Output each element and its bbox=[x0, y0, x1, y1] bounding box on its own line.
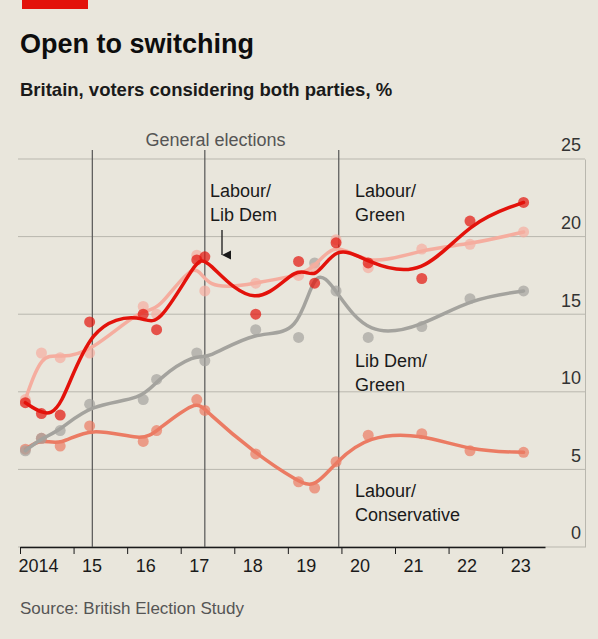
y-tick: 10 bbox=[561, 368, 585, 392]
title: Open to switching bbox=[20, 29, 254, 59]
series-label-line: Green bbox=[355, 375, 405, 395]
x-tick-mark bbox=[502, 547, 503, 554]
line bbox=[25, 277, 523, 451]
point bbox=[84, 316, 95, 327]
x-tick: 23 bbox=[503, 547, 531, 576]
y-tick: 20 bbox=[561, 213, 585, 237]
x-tick: 15 bbox=[74, 547, 102, 576]
election-label: General elections bbox=[145, 130, 285, 150]
point bbox=[309, 278, 320, 289]
point bbox=[250, 309, 261, 320]
label-arrow bbox=[221, 230, 222, 255]
x-tick-mark bbox=[127, 547, 128, 554]
election-line bbox=[338, 150, 339, 547]
series-label-line: Labour/ bbox=[355, 481, 416, 501]
y-tick-label: 5 bbox=[571, 446, 581, 466]
y-tick-label: 20 bbox=[561, 213, 581, 233]
x-axis: 2014 15 16 17 18 19 20 21 22 23 bbox=[18, 547, 545, 576]
general-elections: General elections bbox=[92, 130, 338, 547]
x-tick-label: 19 bbox=[296, 556, 316, 576]
point bbox=[55, 410, 66, 421]
point bbox=[199, 285, 210, 296]
y-tick: 15 bbox=[561, 291, 585, 315]
y-tick-label: 0 bbox=[571, 523, 581, 543]
series bbox=[20, 226, 529, 405]
x-tick-label: 16 bbox=[136, 556, 156, 576]
y-axis: 0 5 10 15 20 25 bbox=[561, 135, 586, 547]
x-tick-mark bbox=[234, 547, 235, 554]
subtitle: Britain, voters considering both parties… bbox=[20, 79, 392, 100]
series-labels: Labour/Conservative Lib Dem/Green Labour/L… bbox=[210, 181, 460, 525]
point bbox=[191, 394, 202, 405]
x-tick: 18 bbox=[235, 547, 263, 576]
brand-tab bbox=[22, 0, 88, 9]
x-tick-mark bbox=[181, 547, 182, 554]
series-label: Labour/Green bbox=[355, 181, 416, 225]
series-label-line: Lib Dem/ bbox=[355, 351, 427, 371]
x-tick-label: 20 bbox=[350, 556, 370, 576]
grid-line bbox=[18, 469, 585, 470]
line bbox=[25, 232, 523, 400]
point bbox=[293, 332, 304, 343]
line bbox=[25, 202, 523, 413]
x-tick-mark bbox=[288, 547, 289, 554]
grid-line bbox=[18, 391, 585, 392]
x-tick-mark bbox=[449, 547, 450, 554]
x-tick-label: 22 bbox=[457, 556, 477, 576]
grid-line bbox=[18, 547, 585, 548]
x-tick: 20 bbox=[342, 547, 370, 576]
y-tick: 25 bbox=[561, 135, 585, 159]
x-tick: 2014 bbox=[18, 547, 58, 576]
x-tick-mark bbox=[395, 547, 396, 554]
x-axis-line bbox=[21, 547, 546, 549]
y-tick-label: 10 bbox=[561, 368, 581, 388]
point bbox=[84, 420, 95, 431]
series bbox=[20, 197, 529, 421]
y-tick: 0 bbox=[571, 523, 585, 547]
x-tick-label: 21 bbox=[403, 556, 423, 576]
y-tick: 5 bbox=[571, 446, 585, 470]
x-tick: 17 bbox=[181, 547, 209, 576]
x-tick: 22 bbox=[449, 547, 477, 576]
point bbox=[293, 256, 304, 267]
x-tick-label: 2014 bbox=[18, 556, 58, 576]
series-label: Labour/Conservative bbox=[355, 481, 460, 525]
chart-container: Open to switching Britain, voters conside… bbox=[0, 0, 598, 639]
grid-line bbox=[18, 159, 585, 160]
x-tick-mark bbox=[341, 547, 342, 554]
series-label-line: Lib Dem bbox=[210, 205, 277, 225]
x-tick-label: 18 bbox=[243, 556, 263, 576]
x-tick-label: 23 bbox=[511, 556, 531, 576]
x-tick: 19 bbox=[288, 547, 316, 576]
chart-svg: Open to switching Britain, voters conside… bbox=[0, 0, 598, 639]
series-label-line: Green bbox=[355, 205, 405, 225]
series-label: Lib Dem/Green bbox=[355, 351, 427, 395]
series-label-line: Conservative bbox=[355, 505, 460, 525]
point bbox=[331, 237, 342, 248]
line bbox=[25, 405, 523, 484]
grid bbox=[18, 159, 585, 547]
series bbox=[20, 394, 529, 493]
y-axis-line bbox=[585, 160, 586, 548]
series-label: Labour/Lib Dem bbox=[210, 181, 277, 225]
x-tick-mark bbox=[74, 547, 75, 554]
y-tick-label: 15 bbox=[561, 291, 581, 311]
series-label-line: Labour/ bbox=[355, 181, 416, 201]
election-line bbox=[204, 150, 205, 547]
x-tick: 16 bbox=[128, 547, 156, 576]
point bbox=[363, 332, 374, 343]
series-label-line: Labour/ bbox=[210, 181, 271, 201]
x-tick: 21 bbox=[396, 547, 424, 576]
point bbox=[416, 273, 427, 284]
x-tick-label: 15 bbox=[82, 556, 102, 576]
plot-area bbox=[20, 197, 529, 494]
source: Source: British Election Study bbox=[20, 599, 244, 618]
point bbox=[151, 324, 162, 335]
x-tick-mark bbox=[20, 547, 21, 554]
x-tick-label: 17 bbox=[189, 556, 209, 576]
y-tick-label: 25 bbox=[561, 135, 581, 155]
